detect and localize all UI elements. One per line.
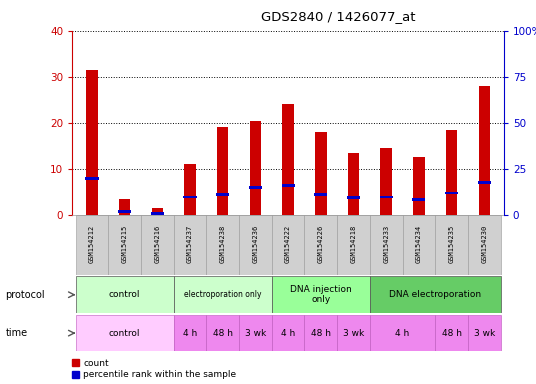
Text: GSM154238: GSM154238	[220, 225, 226, 263]
Text: DNA injection
only: DNA injection only	[290, 285, 352, 305]
Bar	[250, 121, 261, 215]
Bar	[381, 148, 392, 215]
FancyBboxPatch shape	[206, 215, 239, 275]
Bar	[184, 164, 196, 215]
Bar	[118, 210, 131, 213]
Text: GSM154212: GSM154212	[89, 225, 95, 263]
Text: 3 wk: 3 wk	[343, 329, 364, 338]
Text: GDS2840 / 1426077_at: GDS2840 / 1426077_at	[262, 10, 416, 23]
FancyBboxPatch shape	[337, 215, 370, 275]
Text: GSM154226: GSM154226	[318, 225, 324, 263]
FancyBboxPatch shape	[272, 276, 370, 313]
FancyBboxPatch shape	[272, 315, 304, 351]
Bar	[479, 86, 490, 215]
Bar	[445, 192, 458, 194]
Bar	[446, 130, 457, 215]
Bar	[347, 196, 360, 199]
FancyBboxPatch shape	[76, 215, 108, 275]
FancyBboxPatch shape	[206, 315, 239, 351]
FancyBboxPatch shape	[435, 215, 468, 275]
FancyBboxPatch shape	[108, 215, 141, 275]
FancyBboxPatch shape	[337, 315, 370, 351]
FancyBboxPatch shape	[239, 315, 272, 351]
Bar	[86, 70, 98, 215]
Text: 48 h: 48 h	[311, 329, 331, 338]
Bar	[119, 199, 130, 215]
FancyBboxPatch shape	[370, 315, 435, 351]
FancyBboxPatch shape	[76, 315, 174, 351]
Text: GSM154216: GSM154216	[154, 225, 160, 263]
Bar	[282, 104, 294, 215]
FancyBboxPatch shape	[174, 276, 272, 313]
FancyBboxPatch shape	[174, 315, 206, 351]
FancyBboxPatch shape	[435, 315, 468, 351]
Text: electroporation only: electroporation only	[184, 290, 262, 299]
Text: 4 h: 4 h	[183, 329, 197, 338]
Bar	[314, 194, 327, 196]
FancyBboxPatch shape	[141, 215, 174, 275]
Text: time: time	[5, 328, 27, 338]
Bar	[478, 181, 491, 184]
Bar	[379, 195, 393, 199]
Legend: count, percentile rank within the sample: count, percentile rank within the sample	[71, 359, 236, 379]
FancyBboxPatch shape	[239, 215, 272, 275]
Text: GSM154230: GSM154230	[481, 225, 487, 263]
Text: GSM154236: GSM154236	[252, 225, 258, 263]
Text: GSM154235: GSM154235	[449, 225, 455, 263]
Text: protocol: protocol	[5, 290, 45, 300]
FancyBboxPatch shape	[272, 215, 304, 275]
Text: 4 h: 4 h	[396, 329, 410, 338]
Bar	[249, 186, 262, 189]
Bar	[216, 194, 229, 196]
Bar	[152, 208, 163, 215]
Text: GSM154215: GSM154215	[122, 225, 128, 263]
Text: GSM154218: GSM154218	[351, 225, 356, 263]
Text: 3 wk: 3 wk	[245, 329, 266, 338]
Text: GSM154222: GSM154222	[285, 225, 291, 263]
Text: GSM154233: GSM154233	[383, 225, 389, 263]
FancyBboxPatch shape	[76, 276, 174, 313]
Text: GSM154234: GSM154234	[416, 225, 422, 263]
Bar	[217, 127, 228, 215]
Text: 48 h: 48 h	[442, 329, 461, 338]
Bar	[413, 157, 425, 215]
Text: DNA electroporation: DNA electroporation	[389, 290, 481, 299]
Bar	[183, 195, 197, 199]
Text: 4 h: 4 h	[281, 329, 295, 338]
Text: 3 wk: 3 wk	[474, 329, 495, 338]
FancyBboxPatch shape	[468, 315, 501, 351]
FancyBboxPatch shape	[370, 215, 403, 275]
Text: GSM154237: GSM154237	[187, 225, 193, 263]
Bar	[315, 132, 326, 215]
Text: control: control	[109, 290, 140, 299]
FancyBboxPatch shape	[468, 215, 501, 275]
FancyBboxPatch shape	[370, 276, 501, 313]
FancyBboxPatch shape	[174, 215, 206, 275]
Bar	[281, 184, 295, 187]
Bar	[85, 177, 99, 180]
FancyBboxPatch shape	[304, 215, 337, 275]
Bar	[348, 153, 359, 215]
Text: 48 h: 48 h	[213, 329, 233, 338]
FancyBboxPatch shape	[403, 215, 435, 275]
Bar	[151, 212, 164, 215]
FancyBboxPatch shape	[304, 315, 337, 351]
Text: control: control	[109, 329, 140, 338]
Bar	[412, 198, 426, 201]
